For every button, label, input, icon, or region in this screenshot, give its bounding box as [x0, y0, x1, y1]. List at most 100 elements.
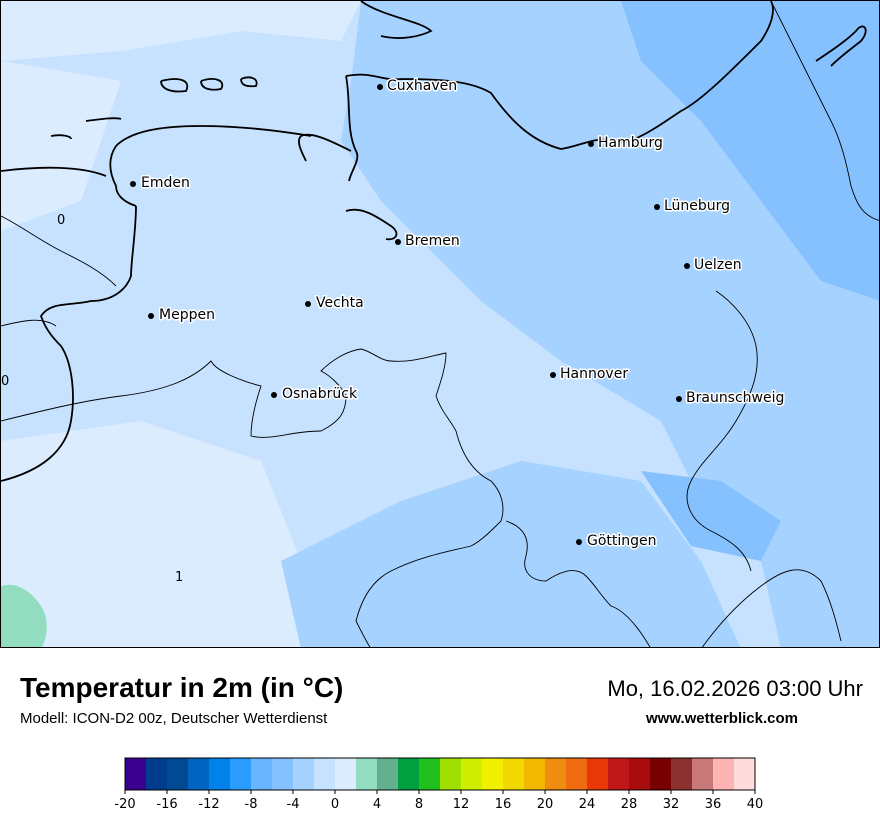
city-braunschweig: Braunschweig	[676, 389, 786, 408]
city-label: Osnabrück	[282, 386, 358, 402]
legend-tick-label: 4	[373, 797, 381, 812]
legend-swatch	[587, 758, 608, 790]
coastline	[1, 1, 867, 482]
temperature-field-warm	[1, 584, 47, 647]
city-marker	[130, 181, 136, 187]
map-title: Temperatur in 2m (in °C)	[20, 672, 344, 703]
legend-swatch	[188, 758, 209, 790]
legend-swatch	[251, 758, 272, 790]
temperature-field-northwest	[1, 1, 361, 61]
legend-tick-label: 20	[537, 797, 554, 812]
state-borders	[1, 1, 879, 647]
forecast-datetime: Mo, 16.02.2026 03:00 Uhr	[607, 676, 863, 701]
legend-tick-label: -12	[198, 797, 219, 812]
city-marker	[550, 372, 556, 378]
city-vechta: Vechta	[305, 294, 365, 313]
city-emden: Emden	[130, 174, 191, 193]
temperature-field-northeast	[621, 1, 879, 301]
city-hamburg: Hamburg	[588, 134, 664, 153]
color-legend: -20 -16 -12 -8 -4 0 4 8 12 16 20 24 28 32 36 40	[0, 756, 880, 826]
legend-swatch	[734, 758, 755, 790]
temperature-field-southwest	[1, 421, 321, 647]
legend-swatch	[377, 758, 398, 790]
isotherm-label: 0	[57, 213, 65, 228]
city-marker	[148, 313, 154, 319]
legend-tick-label: -8	[245, 797, 258, 812]
city-label: Vechta	[316, 295, 364, 311]
legend-tick-label: -20	[114, 797, 135, 812]
legend-swatch	[650, 758, 671, 790]
city-label: Uelzen	[694, 257, 742, 273]
legend-swatch	[209, 758, 230, 790]
city-label: Emden	[141, 175, 190, 191]
city-meppen: Meppen	[148, 306, 216, 325]
legend-swatch	[230, 758, 251, 790]
legend-swatch	[671, 758, 692, 790]
city-marker	[395, 239, 401, 245]
city-marker	[271, 392, 277, 398]
city-label: Hannover	[560, 366, 628, 382]
city-bremen: Bremen	[395, 232, 461, 251]
legend-tick-label: 36	[705, 797, 722, 812]
city-marker	[588, 141, 594, 147]
temperature-field-west	[1, 61, 121, 231]
legend-tick-label: 8	[415, 797, 423, 812]
legend-swatch	[167, 758, 188, 790]
legend-tick-label: 0	[331, 797, 339, 812]
city-label: Braunschweig	[686, 390, 784, 406]
legend-swatch	[524, 758, 545, 790]
city-marker	[305, 301, 311, 307]
city-uelzen: Uelzen	[684, 256, 743, 275]
legend-tick-label: 40	[747, 797, 764, 812]
legend-swatch	[692, 758, 713, 790]
legend-swatch	[125, 758, 146, 790]
legend-tick-label: 32	[663, 797, 680, 812]
temperature-field-harz	[641, 471, 781, 561]
city-label: Cuxhaven	[387, 78, 457, 94]
legend-swatch	[503, 758, 524, 790]
legend-swatch	[398, 758, 419, 790]
legend-tick-label: 28	[621, 797, 638, 812]
legend-swatch	[272, 758, 293, 790]
legend-swatch	[461, 758, 482, 790]
model-info: Modell: ICON-D2 00z, Deutscher Wetterdie…	[20, 710, 328, 727]
legend-border	[124, 757, 756, 791]
legend-swatch	[566, 758, 587, 790]
city-label: Lüneburg	[664, 198, 730, 214]
city-osnabrueck: Osnabrück	[271, 385, 359, 404]
legend-tick-label: 24	[579, 797, 596, 812]
legend-swatch	[629, 758, 650, 790]
city-hannover: Hannover	[550, 365, 630, 384]
city-marker	[676, 396, 682, 402]
city-label: Meppen	[159, 307, 215, 323]
city-label: Hamburg	[598, 135, 663, 151]
city-lueneburg: Lüneburg	[654, 197, 732, 216]
legend-tick-label: -4	[287, 797, 300, 812]
city-marker	[684, 263, 690, 269]
isotherm-label: 1	[175, 570, 183, 585]
legend-swatch	[293, 758, 314, 790]
legend-swatch	[482, 758, 503, 790]
city-marker	[654, 204, 660, 210]
website-link[interactable]: www.wetterblick.com	[646, 710, 798, 727]
legend-swatch	[608, 758, 629, 790]
city-marker	[576, 539, 582, 545]
legend-swatch	[356, 758, 377, 790]
city-label: Göttingen	[587, 533, 657, 549]
legend-swatch	[335, 758, 356, 790]
legend-swatch	[440, 758, 461, 790]
legend-swatch	[146, 758, 167, 790]
isotherm-label: 0	[1, 374, 9, 389]
legend-swatch	[314, 758, 335, 790]
city-marker	[377, 84, 383, 90]
legend-swatch	[419, 758, 440, 790]
legend-tick-label: -16	[156, 797, 177, 812]
temperature-map: 0 0 1 Cuxhaven Hamburg Emden Lüneburg Br…	[0, 0, 880, 648]
legend-tick-label: 16	[495, 797, 512, 812]
city-cuxhaven: Cuxhaven	[377, 77, 459, 96]
legend-swatch	[545, 758, 566, 790]
legend-tick-label: 12	[453, 797, 470, 812]
city-goettingen: Göttingen	[576, 532, 658, 551]
legend-swatch	[713, 758, 734, 790]
temperature-field-south	[281, 461, 741, 647]
